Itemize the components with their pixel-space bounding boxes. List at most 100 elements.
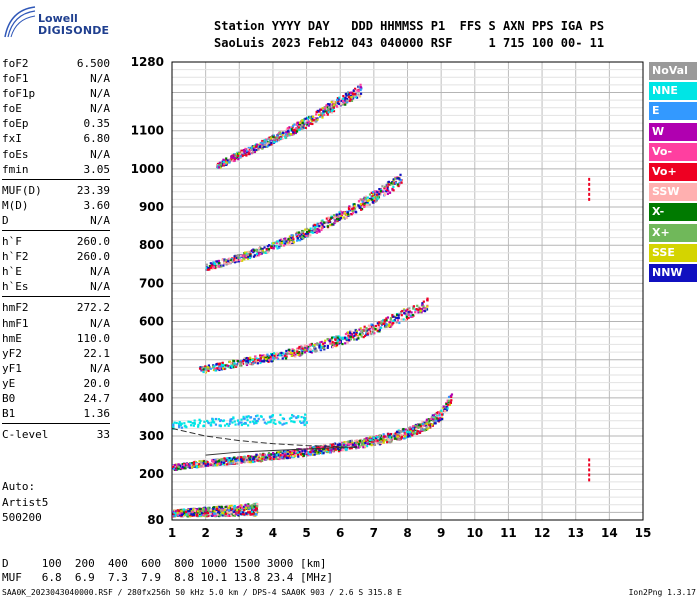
echo-point [336, 447, 340, 450]
echo-point [325, 217, 328, 220]
param-row: fmin 3.05 [2, 162, 110, 177]
echo-point [259, 250, 262, 253]
echo-point [365, 440, 368, 443]
echo-point [221, 463, 225, 466]
param-value: N/A [90, 147, 110, 161]
echo-point [386, 316, 390, 319]
echo-point [312, 453, 315, 456]
echo-point [359, 206, 362, 210]
echo-point [311, 349, 314, 352]
echo-point [231, 421, 234, 424]
echo-point [179, 464, 182, 468]
echo-point [373, 443, 377, 446]
echo-point [261, 247, 264, 251]
echo-point [427, 418, 430, 421]
echo-point [268, 454, 271, 457]
echo-point [338, 100, 342, 103]
echo-point [199, 419, 202, 423]
echo-point [392, 319, 395, 322]
echo-point [248, 509, 251, 513]
param-row: yE 20.0 [2, 376, 110, 391]
echo-point [275, 140, 279, 143]
echo-point [186, 465, 189, 468]
echo-point [232, 366, 235, 369]
echo-point [273, 139, 276, 142]
echo-point [323, 450, 326, 453]
echo-point [175, 510, 178, 513]
echo-point [311, 448, 314, 451]
echo-point [371, 200, 374, 204]
echo-point [181, 465, 185, 468]
echo-point [348, 441, 351, 444]
echo-point [195, 511, 198, 515]
echo-point [376, 439, 379, 442]
echo-point [237, 260, 240, 263]
echo-point [389, 325, 392, 328]
echo-point [344, 98, 347, 101]
echo-point [393, 181, 396, 184]
echo-point [290, 420, 293, 423]
echo-point [303, 449, 307, 452]
echo-point [246, 459, 249, 462]
param-value: 3.60 [83, 198, 111, 212]
echo-point [296, 450, 300, 453]
echo-point [440, 414, 443, 418]
echo-point [259, 359, 262, 362]
echo-point [303, 233, 306, 236]
echo-point [349, 443, 352, 446]
echo-point [367, 328, 370, 331]
echo-point [364, 445, 367, 448]
echo-point [430, 416, 433, 419]
echo-point [245, 356, 248, 360]
echo-point [277, 451, 280, 454]
echo-point [376, 435, 379, 439]
param-value: 260.0 [76, 250, 110, 264]
echo-point [304, 122, 307, 125]
echo-point [260, 360, 264, 363]
echo-point [435, 414, 439, 417]
echo-point [223, 367, 226, 371]
echo-point [341, 444, 344, 447]
echo-point [388, 441, 392, 444]
echo-point [229, 418, 232, 421]
echo-point [268, 143, 271, 146]
echo-point [255, 507, 258, 510]
echo-point [242, 148, 246, 152]
echo-point [209, 367, 212, 370]
echo-point [397, 316, 400, 320]
echo-point [308, 229, 311, 232]
echo-point [361, 200, 364, 203]
echo-point [242, 257, 245, 260]
echo-point [265, 422, 268, 425]
echo-point [243, 461, 246, 464]
echo-point [366, 332, 369, 335]
echo-point [255, 419, 258, 423]
echo-point [396, 319, 399, 322]
echo-point [359, 445, 362, 448]
echo-point [259, 357, 262, 360]
echo-point [422, 424, 426, 427]
echo-point [283, 452, 286, 455]
echo-point [221, 160, 224, 163]
echo-point [364, 201, 367, 205]
echo-point [400, 435, 404, 438]
echo-point [179, 467, 182, 471]
echo-point [206, 268, 210, 271]
echo-point [280, 351, 283, 355]
echo-point [208, 265, 212, 268]
echo-point [279, 452, 282, 455]
echo-point [331, 345, 335, 349]
echo-point [291, 449, 295, 452]
echo-point [187, 512, 190, 515]
echo-point [383, 325, 387, 329]
header-line2: SaoLuis 2023 Feb12 043 040000 RSF 1 715 … [214, 36, 605, 50]
echo-point [296, 236, 299, 240]
echo-point [246, 512, 249, 515]
echo-point [233, 257, 236, 260]
echo-point [215, 510, 218, 514]
echo-point [408, 426, 411, 430]
echo-point [347, 206, 351, 210]
legend-item: NoVal [649, 62, 697, 80]
echo-point [365, 329, 368, 332]
echo-point [283, 238, 286, 241]
